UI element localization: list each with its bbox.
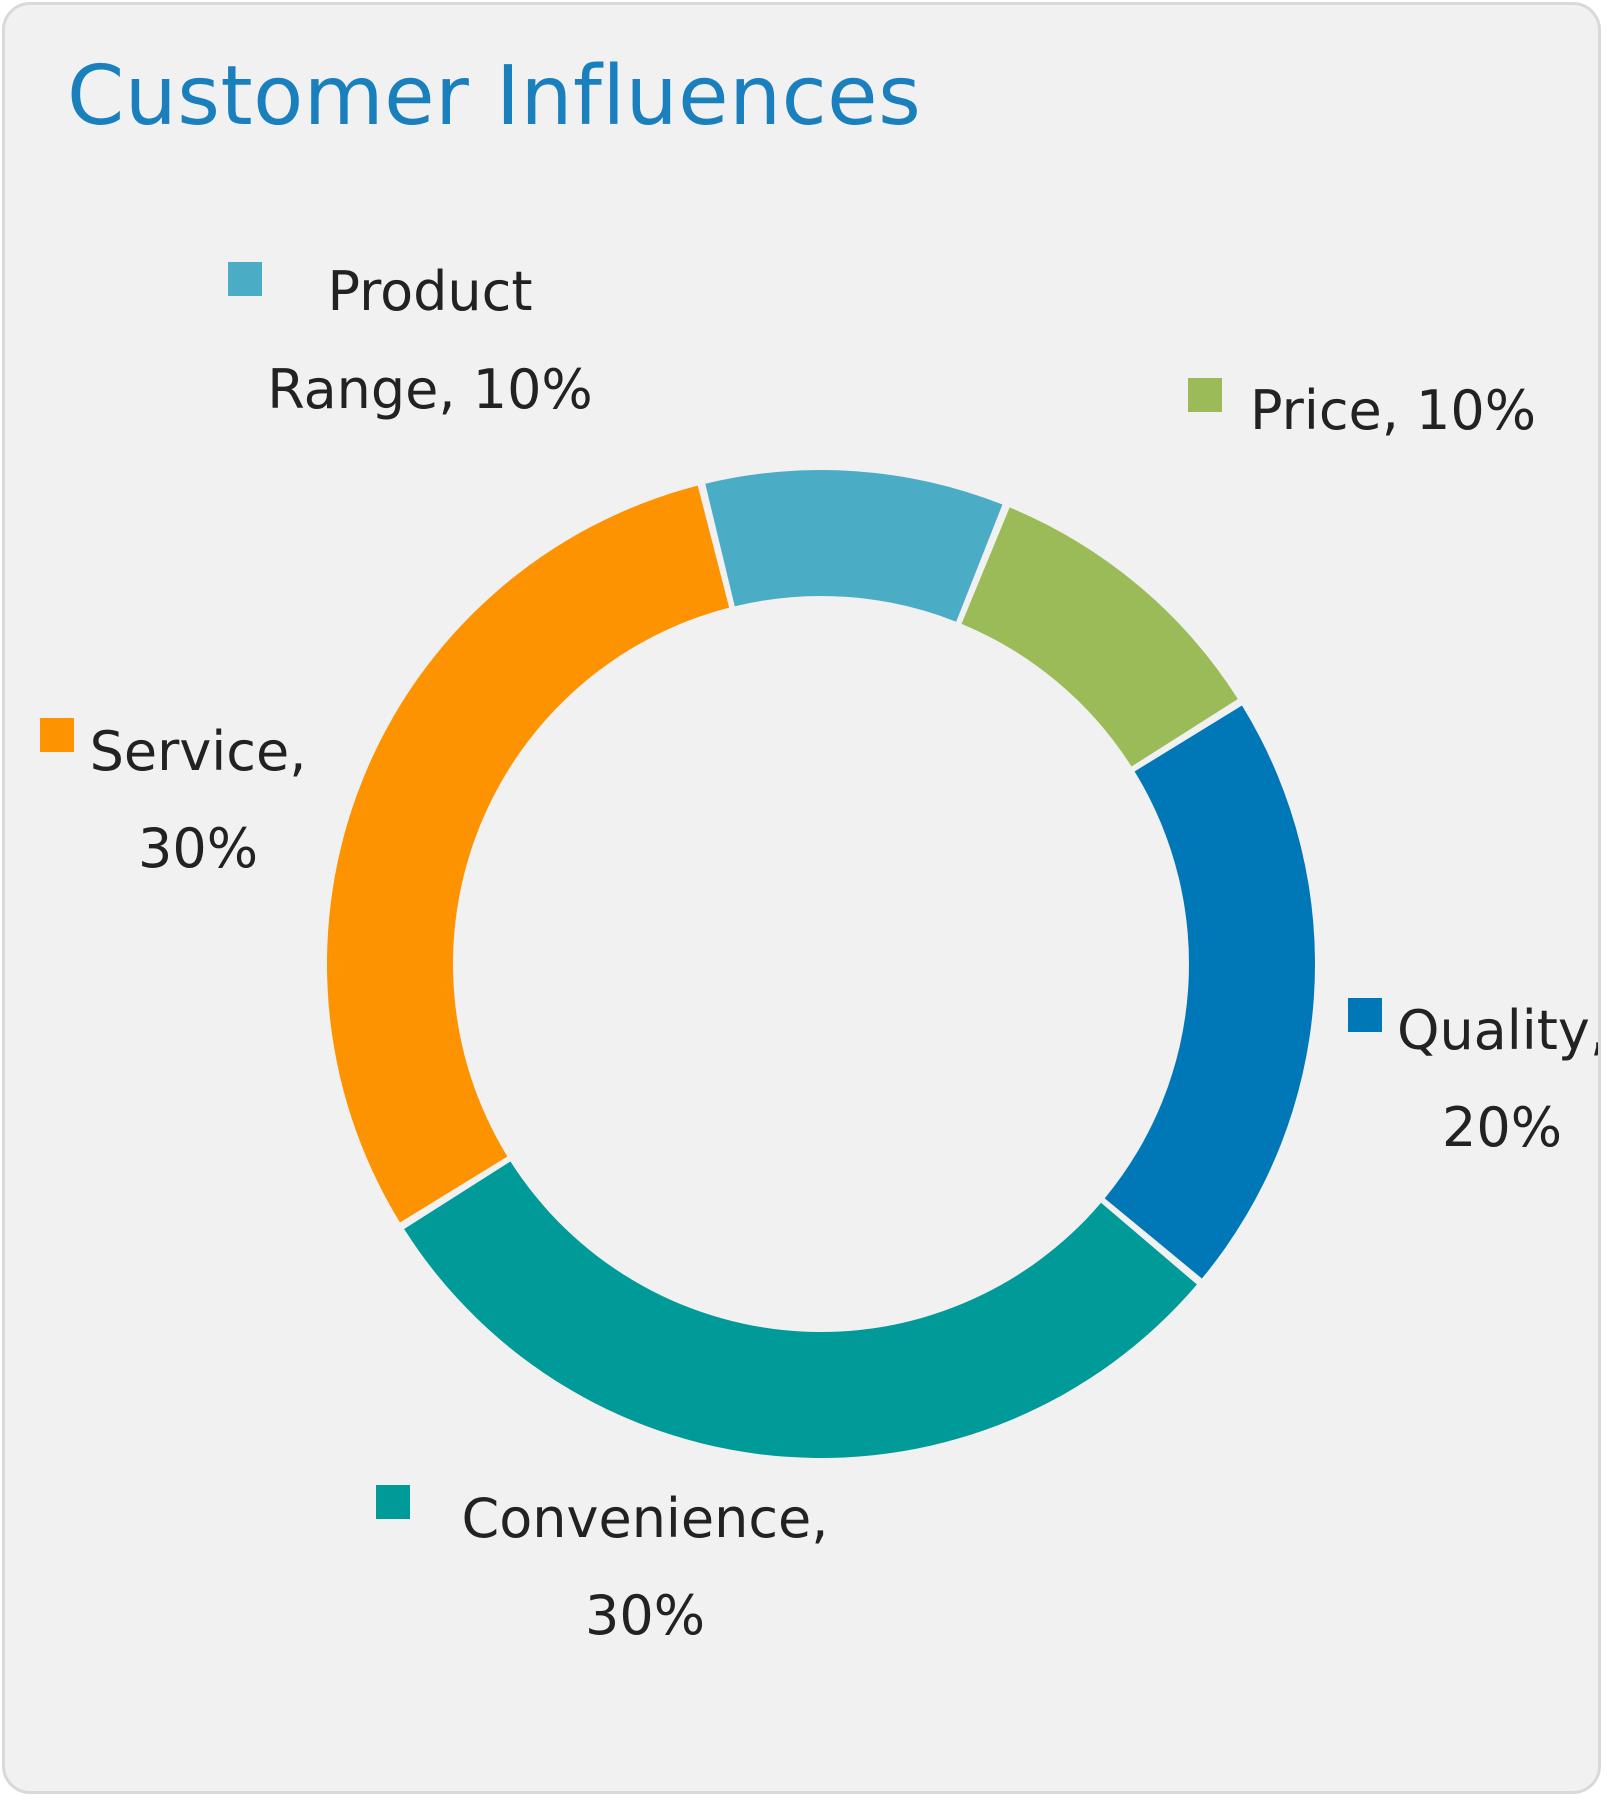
- donut-slices: [327, 469, 1316, 1459]
- label-text-quality-1: Quality,: [1397, 999, 1601, 1062]
- data-label-quality: Quality, 20%: [1348, 998, 1601, 1159]
- slice-convenience: [404, 1161, 1197, 1459]
- slice-labels: Product Range, 10% Price, 10% Quality, 20% Co…: [40, 260, 1601, 1647]
- label-marker-service: [40, 718, 74, 752]
- slice-product-range: [705, 469, 1003, 622]
- slice-price: [961, 507, 1238, 767]
- slice-quality: [1104, 705, 1316, 1279]
- slice-service: [327, 485, 730, 1223]
- data-label-service: Service, 30%: [40, 718, 306, 880]
- label-text-convenience-2: 30%: [585, 1584, 705, 1647]
- label-marker-product-range: [228, 262, 262, 296]
- donut-chart: Product Range, 10% Price, 10% Quality, 20% Co…: [40, 260, 1601, 1647]
- label-marker-price: [1188, 378, 1222, 412]
- label-text-product-range-1: Product: [327, 260, 532, 323]
- label-text-product-range-2: Range, 10%: [267, 358, 593, 421]
- chart-title: Customer Influences: [67, 49, 922, 144]
- label-text-service-2: 30%: [138, 817, 258, 880]
- data-label-price: Price, 10%: [1188, 378, 1536, 442]
- label-text-quality-2: 20%: [1442, 1096, 1562, 1159]
- data-label-product-range: Product Range, 10%: [228, 260, 593, 421]
- data-label-convenience: Convenience, 30%: [376, 1485, 828, 1647]
- label-text-price-1: Price, 10%: [1250, 379, 1536, 442]
- label-marker-convenience: [376, 1485, 410, 1519]
- label-text-convenience-1: Convenience,: [462, 1487, 829, 1550]
- label-text-service-1: Service,: [90, 720, 307, 783]
- label-marker-quality: [1348, 998, 1382, 1032]
